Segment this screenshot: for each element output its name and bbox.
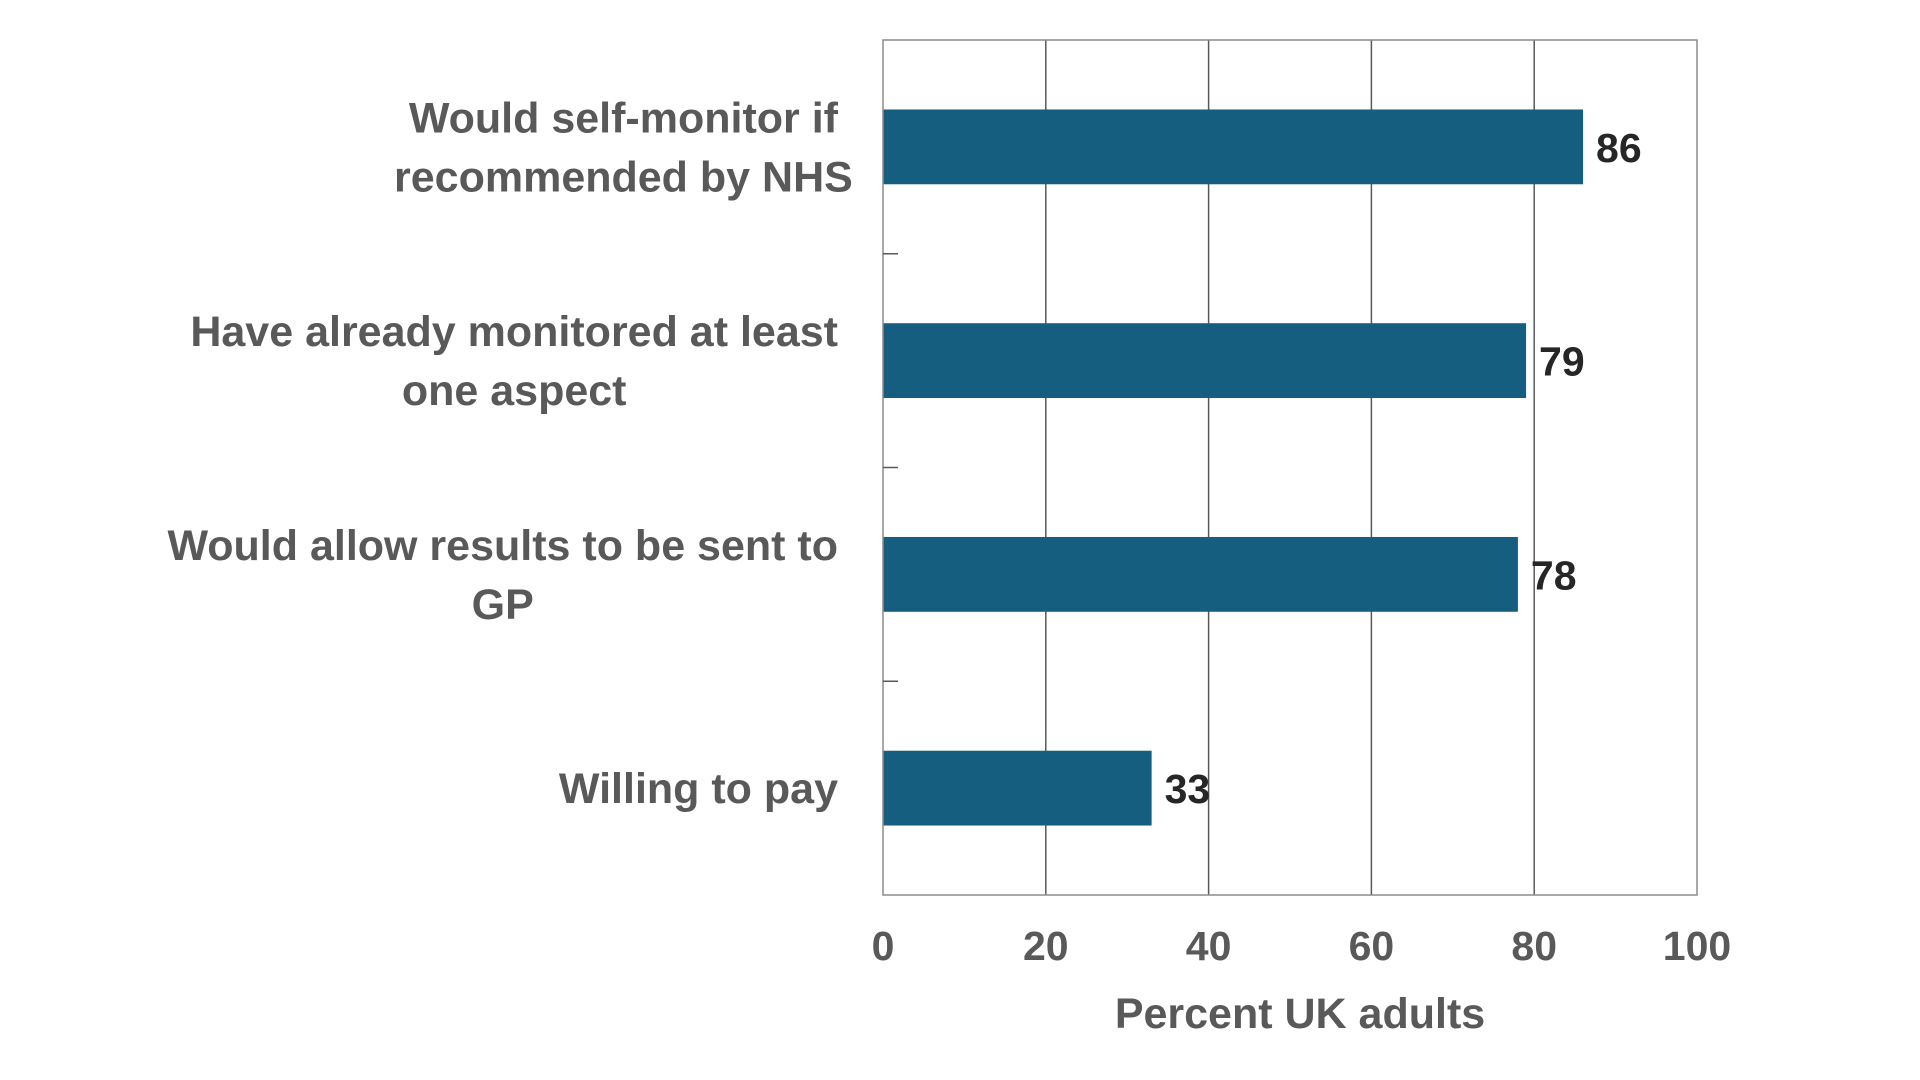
value-label-4: 33 bbox=[1165, 766, 1211, 812]
x-axis-title: Percent UK adults bbox=[1115, 990, 1485, 1038]
category-labels: Would self-monitor if recommended by NHS H… bbox=[167, 94, 852, 813]
bar-2 bbox=[883, 323, 1527, 399]
category-label-4: Willing to pay bbox=[559, 765, 838, 813]
bar-1 bbox=[883, 109, 1584, 185]
bar-4 bbox=[883, 750, 1152, 826]
value-label-3: 78 bbox=[1531, 552, 1577, 598]
category-label-2: Have already monitored at least one aspec… bbox=[190, 308, 838, 415]
category-ticks bbox=[883, 253, 898, 682]
bars bbox=[883, 109, 1584, 826]
value-labels: 86 79 78 33 bbox=[1165, 125, 1642, 812]
x-tick-label-100: 100 bbox=[1663, 923, 1731, 969]
x-tick-label-60: 60 bbox=[1349, 923, 1395, 969]
category-label-1: Would self-monitor if recommended by NHS bbox=[394, 94, 853, 201]
value-label-2: 79 bbox=[1539, 339, 1585, 385]
x-tick-label-20: 20 bbox=[1023, 923, 1069, 969]
x-tick-label-80: 80 bbox=[1511, 923, 1557, 969]
x-tick-label-0: 0 bbox=[872, 923, 895, 969]
value-label-1: 86 bbox=[1596, 125, 1642, 171]
x-tick-labels: 0 20 40 60 80 100 bbox=[872, 923, 1732, 969]
x-tick-label-40: 40 bbox=[1186, 923, 1232, 969]
category-label-3: Would allow results to be sent to GP bbox=[167, 522, 838, 629]
bar-3 bbox=[883, 536, 1518, 612]
